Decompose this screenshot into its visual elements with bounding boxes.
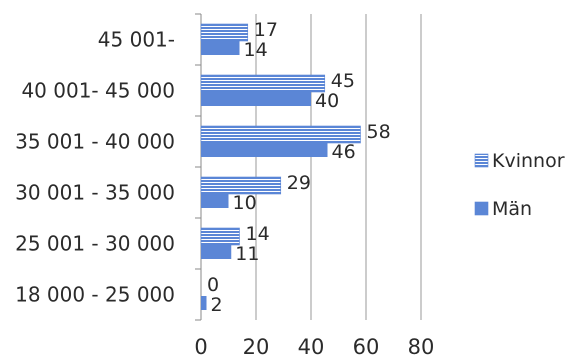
bar-kvinnor	[200, 176, 282, 195]
value-label-man: 11	[235, 243, 259, 265]
bar-kvinnor	[200, 227, 240, 246]
value-label-kvinnor: 17	[254, 19, 278, 41]
value-label-man: 40	[315, 90, 339, 112]
bar-man	[201, 41, 240, 55]
value-label-kvinnor: 0	[207, 274, 219, 296]
bar-kvinnor	[200, 74, 326, 93]
bar-man	[201, 296, 207, 310]
x-tick-label: 0	[194, 335, 207, 359]
legend-label: Män	[492, 198, 532, 220]
value-label-kvinnor: 58	[367, 121, 391, 143]
category-label: 18 000 - 25 000	[15, 283, 175, 307]
category-label: 45 001-	[98, 28, 175, 52]
bar-man	[201, 143, 328, 157]
value-label-man: 46	[332, 141, 356, 163]
legend-swatch-man	[474, 201, 489, 216]
category-label: 25 001 - 30 000	[15, 232, 175, 256]
value-label-man: 2	[211, 294, 223, 316]
bar-man	[201, 194, 229, 208]
value-label-kvinnor: 14	[246, 223, 270, 245]
x-tick-label: 80	[408, 335, 435, 359]
category-label: 40 001- 45 000	[21, 79, 175, 103]
value-label-kvinnor: 45	[331, 70, 355, 92]
bar-kvinnor	[200, 23, 249, 42]
bar-man	[201, 92, 311, 106]
x-tick-label: 60	[353, 335, 380, 359]
value-label-man: 10	[233, 192, 257, 214]
legend-label: Kvinnor	[492, 150, 565, 172]
x-tick-label: 20	[243, 335, 270, 359]
bar-man	[201, 245, 232, 259]
category-label: 35 001 - 40 000	[15, 130, 175, 154]
category-label: 30 001 - 35 000	[15, 181, 175, 205]
value-label-kvinnor: 29	[287, 172, 311, 194]
value-label-man: 14	[244, 39, 268, 61]
x-tick-label: 40	[298, 335, 325, 359]
legend-swatch-kvinnor	[474, 153, 489, 168]
